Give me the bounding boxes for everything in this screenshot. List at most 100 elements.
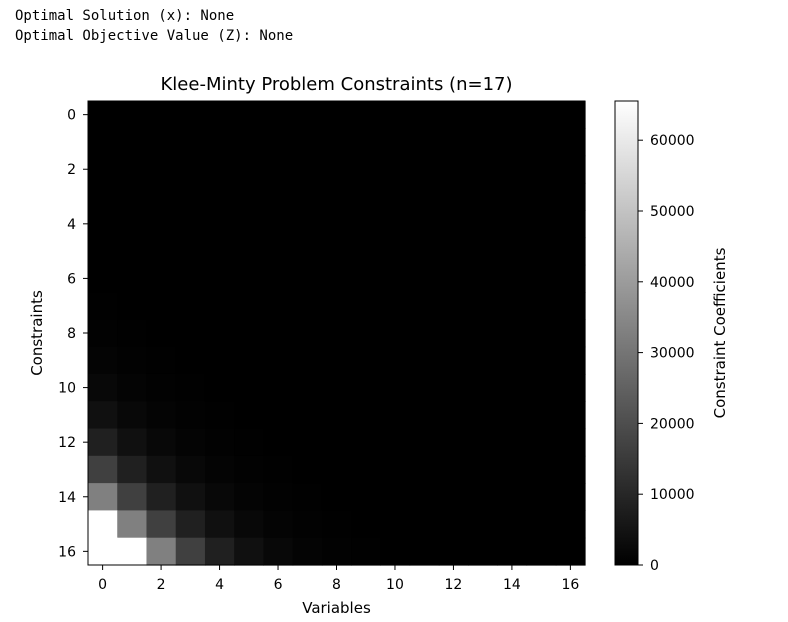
heatmap-cell: [234, 210, 265, 239]
heatmap-cell: [438, 319, 469, 348]
heatmap-cell: [204, 401, 235, 430]
heatmap-cell: [351, 155, 381, 184]
y-tick-label: 0: [67, 108, 76, 124]
heatmap-cell: [497, 510, 528, 539]
heatmap-cell: [526, 155, 557, 184]
colorbar-tick-label: 0: [650, 558, 659, 574]
heatmap-cell: [234, 101, 265, 129]
heatmap-cell: [117, 182, 148, 211]
heatmap-cell: [526, 510, 557, 539]
heatmap-cell: [468, 264, 498, 293]
y-tick-label: 2: [67, 162, 76, 178]
heatmap-cell: [497, 155, 528, 184]
heatmap-cell: [234, 428, 265, 457]
heatmap-cell: [146, 483, 177, 512]
heatmap-cell: [263, 483, 294, 512]
heatmap-cell: [292, 128, 323, 157]
heatmap-cell: [204, 155, 235, 184]
heatmap-cell: [117, 319, 148, 348]
heatmap-cell: [88, 292, 118, 320]
chart-title: Klee-Minty Problem Constraints (n=17): [161, 74, 513, 95]
heatmap-cell: [292, 401, 323, 430]
heatmap-cell: [526, 373, 557, 402]
y-tick-label: 10: [58, 381, 76, 397]
heatmap-cell: [88, 455, 118, 484]
objective-line: Optimal Objective Value (Z): None: [15, 28, 294, 44]
heatmap-cell: [175, 292, 206, 320]
heatmap-cells: [88, 101, 586, 566]
x-tick-label: 10: [386, 577, 404, 593]
heatmap-cell: [409, 455, 440, 484]
heatmap-cell: [175, 483, 206, 512]
heatmap-cell: [204, 373, 235, 402]
heatmap-cell: [555, 346, 586, 375]
heatmap-cell: [88, 155, 118, 184]
heatmap-cell: [468, 210, 498, 239]
heatmap-cell: [321, 428, 352, 457]
heatmap-cell: [204, 537, 235, 566]
heatmap-cell: [234, 455, 265, 484]
heatmap-cell: [526, 537, 557, 566]
heatmap-cell: [497, 428, 528, 457]
heatmap-cell: [526, 346, 557, 375]
heatmap-cell: [380, 510, 411, 539]
heatmap-cell: [409, 237, 440, 266]
heatmap-cell: [468, 101, 498, 129]
heatmap-cell: [380, 292, 411, 320]
heatmap-cell: [497, 455, 528, 484]
heatmap-cell: [409, 537, 440, 566]
heatmap-cell: [292, 455, 323, 484]
heatmap-cell: [555, 264, 586, 293]
heatmap-cell: [526, 101, 557, 129]
heatmap-cell: [526, 264, 557, 293]
heatmap-cell: [146, 510, 177, 539]
heatmap-cell: [321, 182, 352, 211]
heatmap-cell: [380, 128, 411, 157]
colorbar-tick-label: 40000: [650, 275, 695, 291]
heatmap-cell: [351, 319, 381, 348]
x-tick-label: 4: [215, 577, 224, 593]
heatmap-cell: [380, 455, 411, 484]
heatmap-cell: [292, 210, 323, 239]
heatmap-cell: [380, 483, 411, 512]
heatmap-cell: [555, 101, 586, 129]
heatmap-cell: [351, 264, 381, 293]
heatmap-cell: [234, 155, 265, 184]
heatmap-cell: [146, 155, 177, 184]
heatmap-cell: [292, 264, 323, 293]
heatmap-cell: [263, 292, 294, 320]
heatmap-cell: [497, 128, 528, 157]
heatmap-cell: [117, 210, 148, 239]
heatmap-cell: [292, 155, 323, 184]
heatmap-cell: [88, 128, 118, 157]
heatmap-cell: [146, 373, 177, 402]
heatmap-cell: [497, 483, 528, 512]
heatmap-cell: [175, 264, 206, 293]
heatmap-cell: [175, 101, 206, 129]
heatmap-cell: [468, 128, 498, 157]
heatmap-cell: [409, 128, 440, 157]
heatmap-cell: [555, 128, 586, 157]
heatmap-cell: [146, 455, 177, 484]
heatmap-cell: [321, 128, 352, 157]
heatmap-cell: [204, 319, 235, 348]
heatmap-cell: [351, 455, 381, 484]
heatmap-cell: [175, 401, 206, 430]
heatmap-cell: [175, 428, 206, 457]
heatmap-cell: [175, 455, 206, 484]
heatmap-cell: [117, 537, 148, 566]
heatmap-cell: [204, 455, 235, 484]
heatmap-cell: [117, 510, 148, 539]
heatmap-cell: [380, 346, 411, 375]
heatmap-cell: [234, 483, 265, 512]
heatmap-cell: [409, 428, 440, 457]
heatmap-cell: [468, 510, 498, 539]
heatmap-cell: [117, 128, 148, 157]
heatmap-cell: [351, 401, 381, 430]
heatmap-cell: [438, 264, 469, 293]
heatmap-cell: [497, 373, 528, 402]
heatmap-cell: [380, 182, 411, 211]
heatmap-cell: [497, 210, 528, 239]
heatmap-cell: [263, 237, 294, 266]
heatmap-cell: [497, 264, 528, 293]
